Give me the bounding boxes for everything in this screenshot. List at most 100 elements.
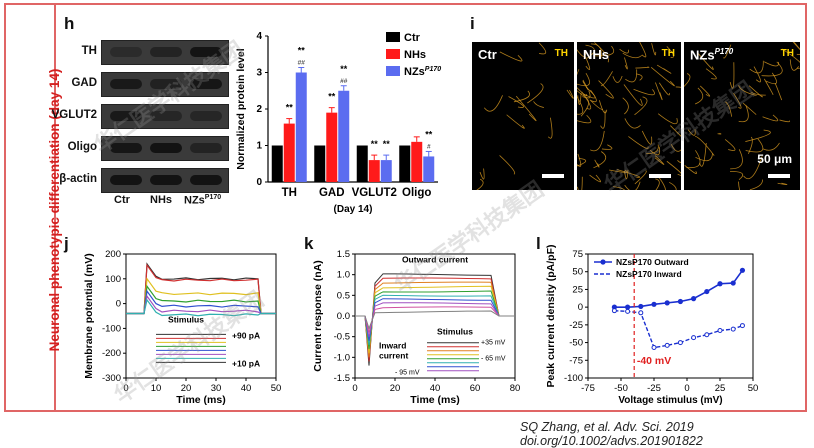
neurite bbox=[600, 110, 606, 129]
x-tick-label: 40 bbox=[241, 383, 252, 394]
neurite bbox=[747, 136, 753, 154]
significance-mark: ** bbox=[340, 64, 348, 74]
blot-lane-label: NZsP170 bbox=[184, 194, 222, 207]
fluorescence-title-superscript: P170 bbox=[714, 47, 734, 56]
neurite bbox=[743, 156, 763, 180]
neurite bbox=[577, 176, 583, 190]
neurite-texture bbox=[684, 42, 800, 190]
channel-label: TH bbox=[661, 48, 675, 59]
neurite bbox=[590, 130, 605, 152]
sidebar-label: Neuronal phenotypic differentiation (day… bbox=[47, 68, 62, 352]
neurite bbox=[695, 153, 713, 162]
y-tick-label: 25 bbox=[572, 284, 583, 295]
x-tick-label: 40 bbox=[430, 383, 441, 394]
neurite bbox=[694, 135, 715, 156]
neurite bbox=[763, 78, 774, 95]
y-tick-label: 50 bbox=[572, 267, 583, 278]
neurite bbox=[619, 48, 629, 54]
neurite bbox=[622, 52, 642, 59]
neurite bbox=[577, 153, 582, 167]
inward-label: current bbox=[379, 351, 408, 361]
y-tick-label: -25 bbox=[569, 320, 583, 331]
blot-band bbox=[150, 111, 182, 121]
neurite bbox=[686, 150, 701, 169]
neurite bbox=[515, 95, 537, 122]
inward-point bbox=[677, 340, 683, 346]
x-tick-label: GAD bbox=[319, 187, 345, 199]
blot-row-label: Oligo bbox=[67, 141, 97, 153]
inward-point bbox=[717, 328, 723, 334]
legend-swatch bbox=[386, 66, 400, 76]
inward-label: Inward bbox=[379, 341, 406, 351]
neurite bbox=[779, 119, 791, 123]
neurite bbox=[499, 155, 516, 175]
neurite bbox=[725, 101, 733, 117]
inset-label-bottom: +10 pA bbox=[232, 358, 260, 368]
inset-title: Stimulus bbox=[168, 314, 204, 324]
x-tick-label: -25 bbox=[647, 383, 661, 394]
blot-band bbox=[110, 175, 142, 185]
inset-title: Stimulus bbox=[437, 327, 473, 337]
y-tick-label: -75 bbox=[569, 355, 583, 366]
bar bbox=[271, 145, 283, 182]
inward-point bbox=[638, 310, 644, 316]
y-tick-label: 100 bbox=[105, 274, 121, 285]
neurite bbox=[633, 88, 655, 96]
outward-point bbox=[730, 280, 736, 286]
x-tick-label: Oligo bbox=[402, 187, 431, 199]
blot-band bbox=[190, 175, 222, 185]
x-tick-label: 10 bbox=[151, 383, 162, 394]
blot-band bbox=[190, 143, 222, 153]
blot-row-label: TH bbox=[81, 45, 97, 57]
neurite bbox=[670, 125, 681, 137]
outward-point bbox=[625, 304, 631, 310]
neurite bbox=[634, 96, 648, 116]
neurite bbox=[705, 68, 717, 80]
x-tick-label: 60 bbox=[470, 383, 481, 394]
neurite bbox=[625, 69, 638, 83]
current-response-chart: 0 20 40 60 80 -1.5 -1.0 -0.5 0.0 0.5 1.0 1.5 Time (m… bbox=[312, 249, 521, 406]
significance-mark: ** bbox=[371, 139, 379, 149]
neurite bbox=[666, 46, 675, 58]
y-tick-label: 0.0 bbox=[337, 311, 350, 322]
significance-mark: ** bbox=[383, 139, 391, 149]
blot-lane-label: Ctr bbox=[114, 194, 130, 206]
neurite bbox=[748, 85, 763, 98]
x-tick-label: 80 bbox=[510, 383, 521, 394]
neurite bbox=[656, 64, 672, 74]
neurite bbox=[699, 85, 711, 97]
neurite bbox=[613, 186, 626, 190]
blot-strip bbox=[101, 136, 229, 161]
neurite bbox=[765, 72, 777, 85]
x-axis-label: Voltage stimulus (mV) bbox=[618, 395, 722, 406]
neurite bbox=[655, 82, 663, 101]
citation: SQ Zhang, et al. Adv. Sci. 2019 doi.org/… bbox=[520, 420, 703, 448]
panel-k-letter: k bbox=[304, 234, 314, 253]
neurite bbox=[796, 53, 800, 55]
y-tick-label: 0.5 bbox=[337, 290, 350, 301]
x-tick-label: 50 bbox=[271, 383, 282, 394]
significance-mark: ## bbox=[298, 60, 306, 67]
outward-point bbox=[638, 303, 644, 310]
blot-strip bbox=[101, 104, 229, 129]
neurite bbox=[589, 174, 601, 183]
bar bbox=[314, 145, 326, 182]
neurite bbox=[593, 45, 615, 57]
y-tick-label: -200 bbox=[102, 348, 121, 359]
neurite bbox=[566, 89, 574, 99]
neurite bbox=[590, 43, 602, 59]
neurite bbox=[657, 113, 678, 125]
scale-bar bbox=[649, 174, 671, 178]
legend-marker-outward bbox=[600, 259, 606, 265]
plot-frame bbox=[587, 253, 754, 379]
x-tick-label: 20 bbox=[181, 383, 192, 394]
neurite bbox=[684, 165, 697, 174]
outward-point bbox=[651, 301, 657, 307]
blot-strip bbox=[101, 40, 229, 65]
neurite bbox=[476, 178, 484, 190]
inward-point bbox=[625, 308, 631, 314]
neurite bbox=[479, 168, 485, 180]
y-tick-label: -0.5 bbox=[334, 332, 350, 343]
neurite bbox=[666, 160, 681, 176]
bar bbox=[411, 141, 423, 182]
